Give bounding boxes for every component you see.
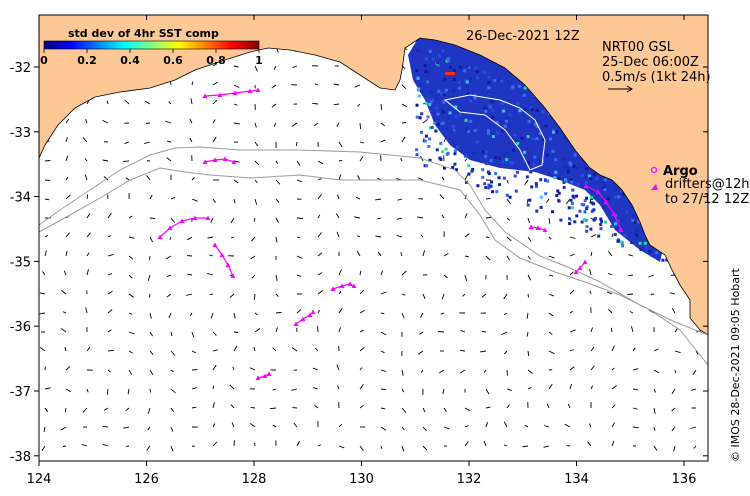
y-tick-label: -32 <box>10 61 31 76</box>
argo-marker-icon <box>650 166 658 174</box>
y-tick-label: -37 <box>10 385 31 400</box>
x-tick-label: 134 <box>564 472 589 487</box>
drifter-marker <box>293 321 299 326</box>
drifter-marker <box>230 273 236 278</box>
map-date: 26-Dec-2021 12Z <box>466 29 580 44</box>
drifter-marker <box>618 227 624 232</box>
x-tick-label: 132 <box>457 472 482 487</box>
drifter-marker <box>611 211 617 216</box>
drifter-marker <box>212 157 218 162</box>
drifter-marker <box>347 281 353 286</box>
drifter-marker <box>310 309 316 314</box>
drifter-marker <box>595 189 601 194</box>
vector-scale-arrow <box>608 85 633 93</box>
colorbar-tick-label: 0.6 <box>163 54 183 67</box>
bathymetry-contour-2000m <box>39 167 708 366</box>
drifter-marker <box>179 218 185 223</box>
drifter-marker <box>542 227 548 232</box>
plot-frame <box>38 14 709 462</box>
y-tick-label: -35 <box>10 255 31 270</box>
drifter-marker <box>247 88 253 93</box>
x-tick-label: 136 <box>672 472 697 487</box>
y-tick-label: -34 <box>10 191 31 206</box>
drifter-marker <box>217 92 223 97</box>
drifter-marker <box>266 371 272 376</box>
drifter-track <box>332 283 355 290</box>
colorbar-tick-label: 0 <box>40 54 48 67</box>
drifter-marker <box>202 93 208 98</box>
drifter-tracks <box>157 87 624 380</box>
drifter-legend: Argo drifters@12h to 27/12 12Z <box>650 164 750 207</box>
drifter-marker-icon <box>651 184 658 190</box>
drifter-marker <box>225 262 231 267</box>
sst-contour <box>443 94 546 171</box>
drifter-marker <box>582 259 588 264</box>
drifter-marker <box>307 312 313 317</box>
x-tick-label: 126 <box>134 472 159 487</box>
drifter-marker <box>222 156 228 161</box>
y-axis: -32 -33 -34 -35 -36 -37 -38 <box>10 61 708 465</box>
drifter-marker <box>255 87 261 92</box>
drifter-marker <box>202 159 208 164</box>
drifter-marker <box>232 90 238 95</box>
y-tick-label: -36 <box>10 320 31 335</box>
drifter-marker <box>167 225 173 230</box>
drifter-marker <box>157 234 163 239</box>
drifter-marker <box>577 265 583 270</box>
drifter-marker <box>300 316 306 321</box>
drifter-marker <box>339 283 345 288</box>
colorbar-tick-label: 1 <box>255 54 263 67</box>
x-tick-label: 124 <box>27 472 52 487</box>
drifter-marker <box>535 225 541 230</box>
drifter-marker <box>351 283 357 288</box>
drifter-marker <box>262 373 268 378</box>
drifter-marker <box>330 286 336 291</box>
colorbar-tick-label: 0.4 <box>120 54 140 67</box>
drifter-marker <box>603 199 609 204</box>
drifter-track <box>204 158 235 163</box>
colorbar-tick-label: 0.8 <box>206 54 226 67</box>
x-tick-label: 130 <box>349 472 374 487</box>
drifter-marker <box>255 375 261 380</box>
drifters-label-line2: to 27/12 12Z <box>665 192 749 207</box>
drifter-marker <box>231 159 237 164</box>
argo-label: Argo <box>663 164 698 179</box>
drifters-label-line1: drifters@12h <box>665 177 750 192</box>
bathymetry-contour-200m <box>39 146 708 336</box>
land-mass <box>39 15 708 336</box>
colorbar: std dev of 4hr SST comp 0 0.2 0.4 0.6 0.8 1 <box>40 27 263 67</box>
drifter-marker <box>219 252 225 257</box>
drifter-marker <box>205 215 211 220</box>
y-tick-label: -33 <box>10 126 31 141</box>
x-axis: 124 126 128 130 132 134 136 <box>27 15 697 487</box>
y-tick-label: -38 <box>10 450 31 465</box>
drifter-marker <box>583 183 589 188</box>
product-time: 25-Dec 06:00Z <box>602 55 699 70</box>
drifter-marker <box>573 269 579 274</box>
drifter-marker <box>212 242 218 247</box>
colorbar-tick-label: 0.2 <box>77 54 97 67</box>
drifter-track <box>214 244 234 277</box>
credit-text: © IMOS 28-Dec-2021 09:05 Hobart <box>729 267 742 462</box>
x-tick-label: 128 <box>242 472 267 487</box>
colorbar-bar <box>43 40 260 50</box>
product-name: NRT00 GSL <box>602 40 675 55</box>
colorbar-label: std dev of 4hr SST comp <box>68 27 219 40</box>
vector-scale-text: 0.5m/s (1kt 24h) <box>602 70 711 85</box>
drifter-marker <box>528 224 534 229</box>
drifter-marker <box>192 215 198 220</box>
